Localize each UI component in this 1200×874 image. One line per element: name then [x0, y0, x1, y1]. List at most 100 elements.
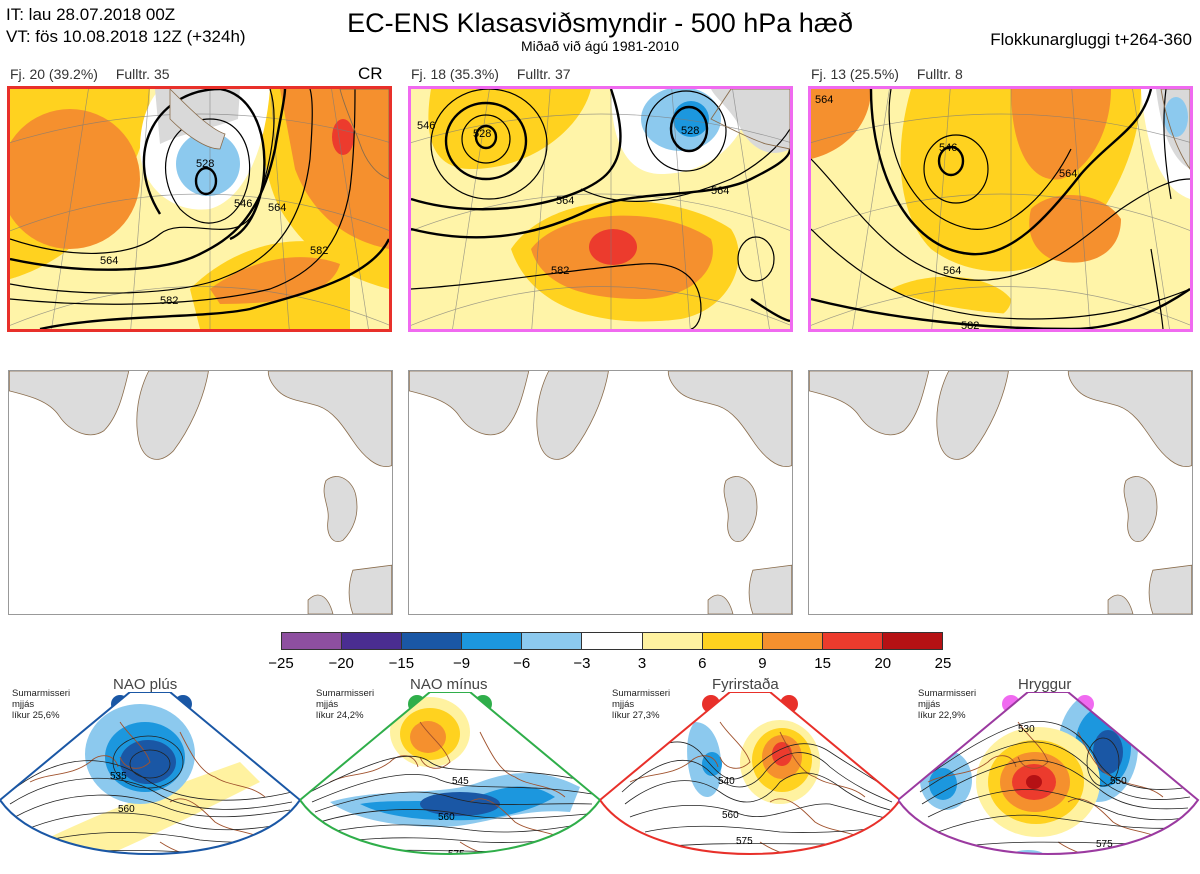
cluster-2-map: 528 546 528 564 582 564 [408, 86, 793, 332]
regime-2-map: 545 560 575 [300, 692, 602, 874]
regime-2-info: Sumarmisseri mjjás líkur 24,2% [316, 688, 374, 721]
valid-time: VT: fös 10.08.2018 12Z (+324h) [6, 27, 246, 46]
cluster-1-basemap [8, 370, 393, 615]
colorbar-swatch [342, 633, 403, 649]
svg-text:564: 564 [711, 185, 729, 197]
cluster-3-basemap [808, 370, 1193, 615]
svg-text:564: 564 [1059, 168, 1077, 180]
regime-4-map: 530 550 575 [898, 692, 1200, 874]
svg-text:582: 582 [310, 245, 328, 257]
svg-text:564: 564 [943, 265, 961, 277]
regime-4-info: Sumarmisseri mjjás líkur 22,9% [918, 688, 976, 721]
svg-text:545: 545 [452, 776, 469, 787]
cluster-2-basemap [408, 370, 793, 615]
cluster-3-map: 546 564 564 582 564 [808, 86, 1193, 332]
cluster-2-size: Fj. 18 (35.3%) [411, 66, 499, 82]
colorbar-tick-label: 15 [814, 655, 831, 672]
colorbar-swatch [822, 633, 883, 649]
svg-text:530: 530 [1018, 724, 1035, 735]
cluster-1-map: 528 546 564 564 582 582 [7, 86, 392, 332]
colorbar-swatch [642, 633, 703, 649]
colorbar-tick-label: −25 [268, 655, 294, 672]
colorbar-tick-label: −20 [328, 655, 354, 672]
greenland-europe-coastline-icon [9, 371, 392, 614]
colorbar-tick-label: 6 [698, 655, 707, 672]
colorbar-swatch [762, 633, 823, 649]
svg-text:540: 540 [718, 776, 735, 787]
svg-text:546: 546 [234, 198, 252, 210]
regime-2-class: mjjás [316, 699, 339, 710]
regime-2-season: Sumarmisseri [316, 688, 375, 699]
cluster-3-rep: Fulltr. 8 [916, 66, 963, 82]
cluster-1-size: Fj. 20 (39.2%) [10, 66, 98, 82]
svg-text:575: 575 [736, 836, 753, 847]
colorbar-swatch [282, 633, 343, 649]
colorbar-swatch [522, 633, 583, 649]
regime-3-map: 540 560 575 [600, 692, 902, 874]
svg-text:575: 575 [448, 849, 465, 860]
cluster-2-label: Fj. 18 (35.3%) Fulltr. 37 [411, 66, 585, 82]
colorbar-tick-label: −9 [452, 655, 471, 672]
colorbar-tick-label: 9 [758, 655, 767, 672]
colorbar-swatch [462, 633, 523, 649]
svg-text:564: 564 [268, 202, 286, 214]
regime-2-title: NAO mínus [410, 676, 488, 693]
colorbar-tick-label: 3 [637, 655, 647, 672]
page-title: EC-ENS Klasasviðsmyndir - 500 hPa hæð [347, 8, 853, 38]
anomaly-colorbar [281, 632, 943, 650]
initial-time: IT: lau 28.07.2018 00Z [6, 5, 176, 24]
regime-4-prob: líkur 22,9% [918, 710, 966, 721]
regime-1-prob: líkur 25,6% [12, 710, 60, 721]
regime-2-prob: líkur 24,2% [316, 710, 364, 721]
svg-text:564: 564 [815, 94, 833, 106]
cluster-3-size: Fj. 13 (25.5%) [811, 66, 899, 82]
svg-text:535: 535 [110, 771, 127, 782]
greenland-europe-coastline-icon [409, 371, 792, 614]
cluster-1-tag: CR [358, 64, 383, 83]
svg-text:560: 560 [438, 812, 455, 823]
colorbar-swatch [582, 633, 643, 649]
greenland-europe-coastline-icon [809, 371, 1192, 614]
regime-3-title: Fyrirstaða [712, 676, 779, 693]
colorbar-swatch [882, 633, 943, 649]
regime-4-season: Sumarmisseri [918, 688, 977, 699]
regime-1-class: mjjás [12, 699, 35, 710]
regime-1-map: 535 560 [0, 692, 302, 874]
run-info: IT: lau 28.07.2018 00Z VT: fös 10.08.201… [6, 4, 246, 48]
page-subtitle: Miðað við ágú 1981-2010 [520, 38, 679, 54]
svg-text:546: 546 [417, 120, 435, 132]
regime-4-class: mjjás [918, 699, 941, 710]
clustering-window: Flokkunargluggi t+264-360 [990, 30, 1192, 49]
cluster-1-rep: Fulltr. 35 [115, 66, 170, 82]
regime-3-season: Sumarmisseri [612, 688, 671, 699]
colorbar-ticks: −25 −20 −15 −9 −6 −3 3 6 9 15 20 25 [255, 655, 965, 673]
svg-text:564: 564 [556, 195, 574, 207]
svg-text:582: 582 [551, 265, 569, 277]
svg-text:575: 575 [1096, 839, 1113, 850]
colorbar-swatch [402, 633, 463, 649]
svg-text:528: 528 [473, 128, 491, 140]
svg-text:550: 550 [1110, 776, 1127, 787]
regime-1-info: Sumarmisseri mjjás líkur 25,6% [12, 688, 70, 721]
cluster-2-rep: Fulltr. 37 [516, 66, 571, 82]
svg-text:528: 528 [196, 158, 214, 170]
regime-3-prob: líkur 27,3% [612, 710, 660, 721]
svg-text:560: 560 [722, 810, 739, 821]
cluster-3-label: Fj. 13 (25.5%) Fulltr. 8 [811, 66, 977, 82]
colorbar-tick-label: 20 [874, 655, 892, 672]
svg-text:546: 546 [939, 142, 957, 154]
regime-3-class: mjjás [612, 699, 635, 710]
regime-3-info: Sumarmisseri mjjás líkur 27,3% [612, 688, 670, 721]
colorbar-tick-label: −6 [513, 655, 531, 672]
regime-4-title: Hryggur [1018, 676, 1072, 693]
svg-text:560: 560 [118, 804, 135, 815]
svg-text:582: 582 [160, 295, 178, 307]
svg-text:564: 564 [100, 255, 118, 267]
colorbar-swatch [702, 633, 763, 649]
colorbar-tick-label: −15 [388, 655, 415, 672]
colorbar-tick-label: 25 [934, 655, 952, 672]
regime-1-season: Sumarmisseri [12, 688, 71, 699]
colorbar-tick-label: −3 [573, 655, 591, 672]
svg-text:582: 582 [961, 320, 979, 329]
cluster-1-label: Fj. 20 (39.2%) Fulltr. 35 [10, 66, 184, 82]
